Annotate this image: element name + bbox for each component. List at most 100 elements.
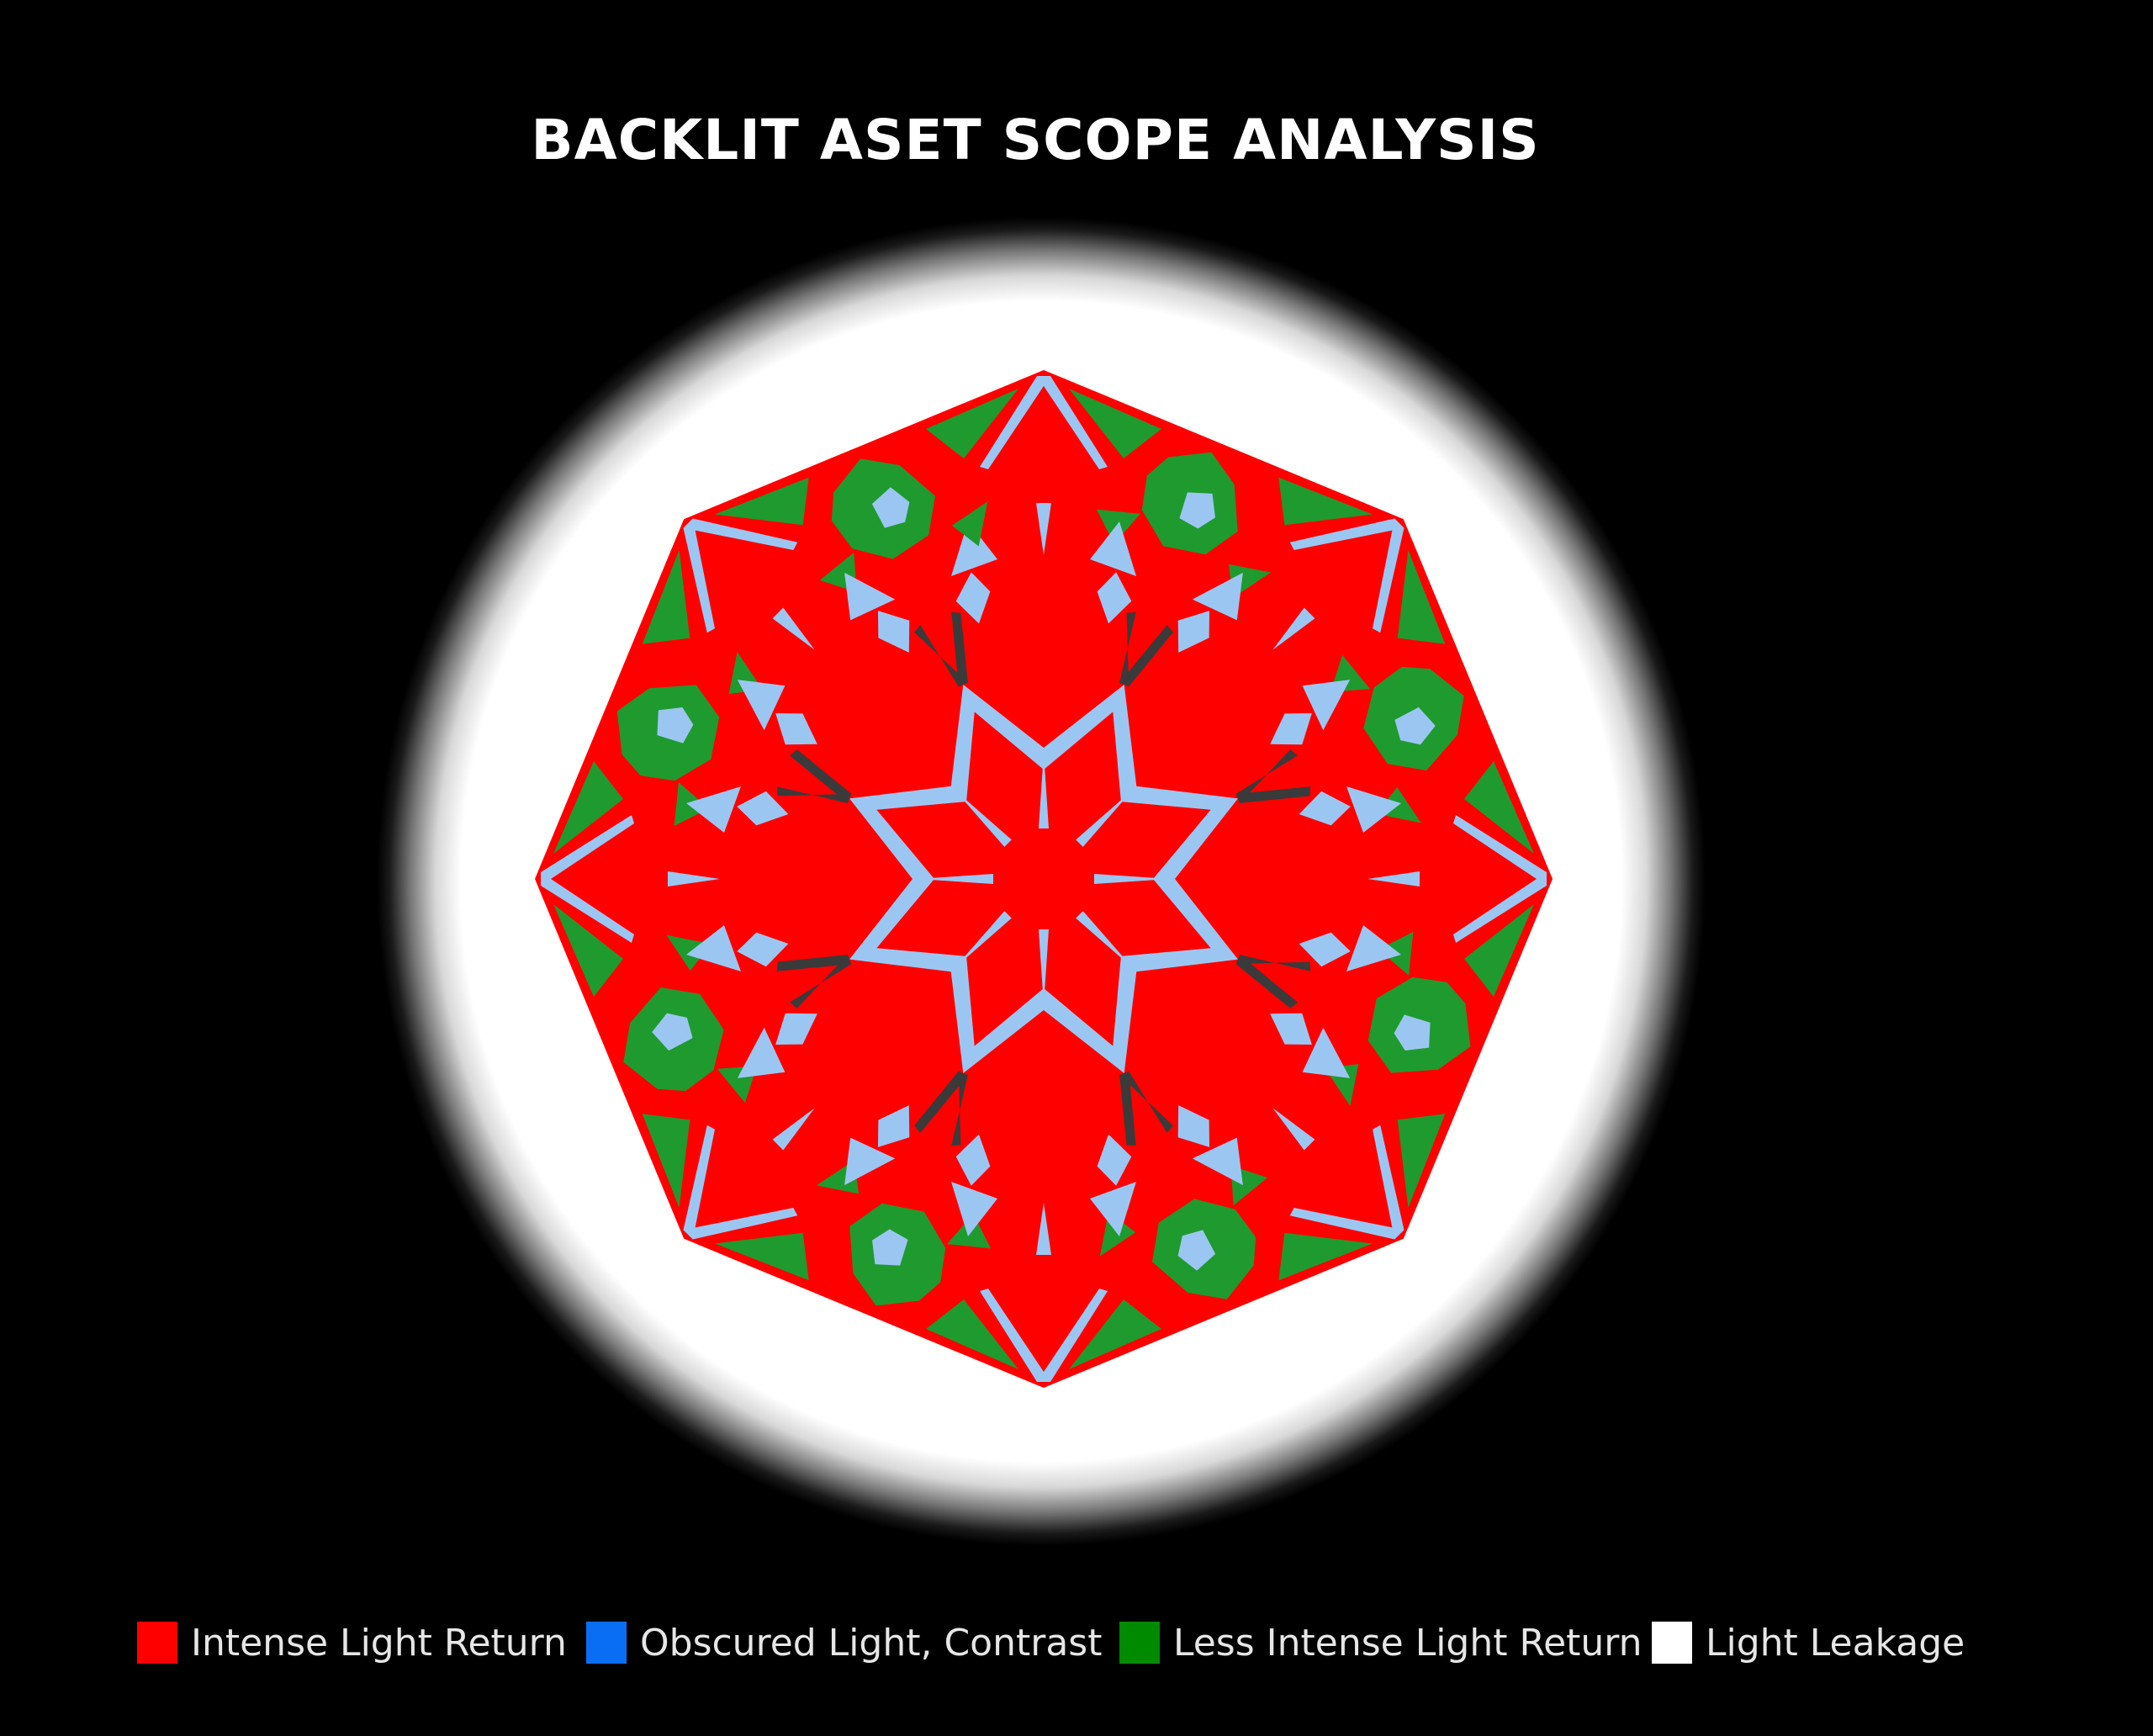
blue-dot xyxy=(1394,1014,1431,1051)
center-ray xyxy=(1094,874,1170,884)
blue-dot xyxy=(1179,492,1215,529)
shadow-line xyxy=(913,1071,968,1133)
legend-label: Less Intense Light Return xyxy=(1173,1621,1643,1665)
center-ray xyxy=(1076,911,1134,969)
facet-group xyxy=(623,932,896,1281)
blue-dot xyxy=(1177,1230,1216,1271)
blue-chip xyxy=(1299,932,1351,967)
legend-item-obscured: Obscured Light, Contrast xyxy=(586,1619,1102,1666)
blue-triangle xyxy=(686,925,741,971)
blue-triangle xyxy=(844,572,896,621)
green-edge-facet xyxy=(714,477,809,526)
blue-spike-small xyxy=(1272,607,1315,650)
blue-triangle xyxy=(737,1027,786,1078)
blue-spike xyxy=(1037,1289,1108,1382)
legend-swatch-white xyxy=(1652,1622,1692,1664)
blue-triangle xyxy=(1346,786,1401,833)
green-facet-cluster xyxy=(1330,654,1464,823)
shadow-lines xyxy=(877,1071,991,1186)
blue-spike xyxy=(683,1208,798,1240)
blue-triangle xyxy=(1346,925,1401,971)
shadow-line xyxy=(1235,955,1298,1009)
blue-triangle xyxy=(951,1182,997,1236)
center-ray xyxy=(954,911,1012,969)
shadow-line xyxy=(790,749,852,803)
blue-spike xyxy=(1373,518,1404,633)
blue-triangle xyxy=(1192,1137,1243,1186)
blue-spike xyxy=(980,1289,1050,1382)
green-edge-facet xyxy=(1278,1232,1373,1281)
green-edge-facet xyxy=(1397,549,1446,644)
legend-item-intense: Intense Light Return xyxy=(137,1619,567,1666)
blue-spike xyxy=(1037,376,1108,469)
blue-spike xyxy=(683,518,798,550)
blue-triangle xyxy=(844,1137,896,1186)
green-facet-cluster xyxy=(1096,452,1272,598)
shadow-line xyxy=(1235,749,1298,803)
facet-group xyxy=(541,651,852,997)
shadow-line xyxy=(1119,1071,1174,1133)
facet-group xyxy=(926,376,1272,687)
blue-chip xyxy=(1177,611,1210,653)
legend-item-less-intense: Less Intense Light Return xyxy=(1119,1619,1643,1666)
green-edge-facet xyxy=(1397,1114,1446,1209)
shadow-lines xyxy=(737,932,852,1045)
blue-spike xyxy=(1453,872,1547,943)
page-title: BACKLIT ASET SCOPE ANALYSIS xyxy=(531,108,1540,172)
blue-chip xyxy=(955,572,991,624)
blue-chip xyxy=(1270,1013,1312,1045)
blue-spike xyxy=(1289,1208,1404,1240)
blue-spike xyxy=(541,872,634,943)
blue-spike xyxy=(1289,518,1404,550)
center-ray xyxy=(954,789,1012,847)
blue-spike-small xyxy=(1367,871,1420,887)
shadow-lines xyxy=(877,572,991,687)
blue-chip xyxy=(737,791,789,826)
shadow-lines xyxy=(1097,572,1210,687)
facet-group xyxy=(1097,1027,1446,1299)
green-edge-facet xyxy=(1069,1299,1161,1369)
blue-chip xyxy=(737,932,789,967)
shadow-lines xyxy=(1235,932,1351,1045)
shadow-line xyxy=(951,1071,968,1146)
legend-label: Intense Light Return xyxy=(191,1621,567,1665)
legend-label: Obscured Light, Contrast xyxy=(640,1621,1103,1665)
center-star-inner xyxy=(876,712,1211,1046)
green-sliver xyxy=(951,501,988,547)
legend-swatch-blue xyxy=(586,1622,627,1664)
center-ray xyxy=(918,874,993,884)
legend-swatch-green xyxy=(1119,1622,1160,1664)
facet-group xyxy=(816,1071,1161,1382)
shadow-lines xyxy=(737,712,852,826)
blue-spike xyxy=(1453,815,1547,886)
center-ray xyxy=(1039,753,1049,828)
legend-label: Light Leakage xyxy=(1706,1621,1965,1665)
blue-spike xyxy=(683,518,715,633)
blue-dot xyxy=(871,487,910,528)
shadow-line xyxy=(1119,1071,1136,1146)
shadow-line xyxy=(790,955,852,1009)
blue-chip xyxy=(955,1134,991,1186)
legend-swatch-red xyxy=(137,1622,177,1664)
blue-chip xyxy=(1299,791,1351,826)
green-edge-facet xyxy=(1464,904,1534,997)
green-edge-facet xyxy=(553,904,623,997)
blue-triangle xyxy=(1302,1027,1351,1078)
blue-triangle xyxy=(1090,521,1136,576)
facet-group xyxy=(1192,477,1464,826)
blue-chip xyxy=(1177,1105,1210,1147)
shadow-line xyxy=(951,611,968,687)
center-ray xyxy=(1076,789,1134,847)
blue-spike-small xyxy=(1036,1203,1051,1255)
shadow-line xyxy=(776,786,852,803)
blue-dot xyxy=(657,707,694,744)
shadow-line xyxy=(1235,786,1311,803)
green-facet-cluster xyxy=(1099,1165,1268,1299)
green-edge-facet xyxy=(1464,761,1534,854)
legend-item-leakage: Light Leakage xyxy=(1652,1619,1965,1666)
blue-spike-small xyxy=(772,1108,815,1151)
green-edge-facet xyxy=(1069,389,1161,458)
blue-chip xyxy=(1270,712,1312,745)
center-ray xyxy=(1039,929,1049,1005)
green-edge-facet xyxy=(642,549,690,644)
